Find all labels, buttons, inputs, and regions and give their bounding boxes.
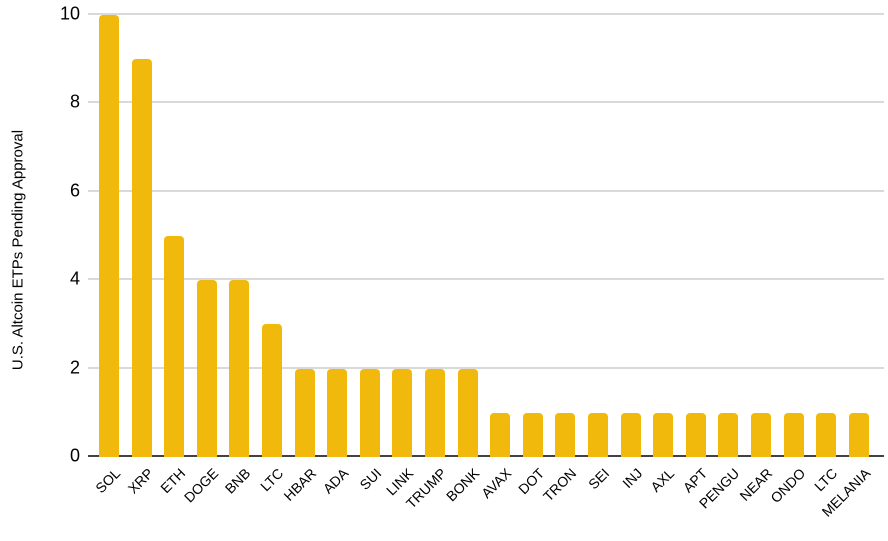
x-tick-label: INJ bbox=[618, 465, 645, 492]
bar-tron-14 bbox=[555, 412, 576, 457]
bar-hbar-6 bbox=[294, 368, 315, 457]
gridline bbox=[88, 13, 884, 15]
x-tick-label: AVAX bbox=[478, 465, 515, 502]
x-tick-label: HBAR bbox=[280, 465, 319, 504]
bar-sol-0 bbox=[99, 15, 119, 457]
bar-doge-3 bbox=[196, 280, 217, 457]
bar-avax-12 bbox=[490, 412, 511, 457]
bar-eth-2 bbox=[164, 236, 185, 457]
x-tick-label: BNB bbox=[222, 465, 254, 497]
x-tick-label: NEAR bbox=[736, 465, 776, 504]
x-axis-line bbox=[88, 455, 884, 457]
bar-melania-23 bbox=[848, 412, 869, 457]
bar-dot-13 bbox=[522, 412, 543, 457]
x-tick-label: SUI bbox=[356, 465, 385, 493]
x-tick-label: SEI bbox=[585, 465, 613, 493]
bar-axl-17 bbox=[653, 412, 674, 457]
y-axis-title: U.S. Altcoin ETPs Pending Approval bbox=[9, 129, 27, 371]
bar-inj-16 bbox=[620, 412, 641, 457]
bar-ada-7 bbox=[327, 368, 348, 457]
bar-bonk-11 bbox=[457, 368, 478, 457]
x-tick-label: DOGE bbox=[180, 465, 222, 506]
gridline bbox=[88, 366, 884, 369]
bar-xrp-1 bbox=[131, 59, 152, 457]
bar-sei-15 bbox=[588, 412, 608, 457]
bar-trump-10 bbox=[425, 368, 445, 457]
y-tick-label: 8 bbox=[69, 91, 80, 112]
bar-bnb-4 bbox=[229, 280, 250, 457]
bar-apt-18 bbox=[685, 412, 706, 457]
x-tick-label: AXL bbox=[647, 465, 678, 496]
x-tick-label: TRON bbox=[540, 465, 580, 505]
bar-link-9 bbox=[392, 368, 413, 457]
gridline bbox=[88, 101, 884, 104]
gridline bbox=[88, 278, 884, 281]
bar-sui-8 bbox=[359, 368, 380, 457]
x-tick-label: ADA bbox=[319, 465, 352, 497]
bar-near-20 bbox=[751, 412, 771, 457]
gridline bbox=[88, 189, 884, 192]
y-tick-label: 2 bbox=[69, 357, 80, 378]
bar-ondo-21 bbox=[783, 412, 804, 457]
x-tick-label: BONK bbox=[442, 465, 482, 505]
x-tick-label: XRP bbox=[124, 465, 156, 497]
y-tick-label: 4 bbox=[69, 268, 80, 289]
x-tick-label: ONDO bbox=[766, 465, 808, 507]
y-tick-label: 10 bbox=[59, 3, 80, 24]
y-tick-label: 0 bbox=[69, 445, 80, 466]
bar-pengu-19 bbox=[718, 412, 739, 457]
y-tick-label: 6 bbox=[69, 180, 80, 201]
bar-ltc-22 bbox=[816, 412, 837, 457]
x-tick-label: SOL bbox=[92, 465, 124, 497]
bar-ltc-5 bbox=[262, 324, 282, 457]
